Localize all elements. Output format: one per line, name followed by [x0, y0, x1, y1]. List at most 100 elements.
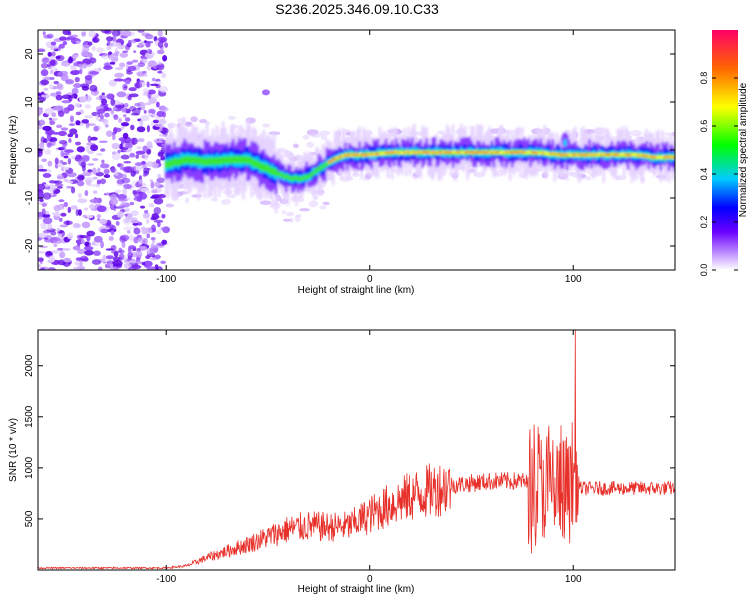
noise-speckle-blob — [109, 61, 116, 65]
noise-speckle-blob — [93, 235, 103, 243]
noise-speckle-blob — [149, 145, 153, 148]
ridge-segment — [274, 168, 278, 177]
ridge-segment — [539, 152, 542, 155]
ridge-segment — [431, 141, 435, 180]
ridge-segment — [284, 174, 288, 179]
noise-speckle-blob — [137, 30, 145, 33]
snr-axes-ticks: -100 0 100 500 1000 1500 2000 — [24, 330, 675, 585]
noise-speckle-blob — [45, 251, 53, 256]
noise-speckle-blob — [62, 40, 68, 46]
ridge-segment — [354, 154, 357, 156]
noise-speckle-blob — [190, 116, 198, 123]
noise-speckle-blob — [68, 123, 75, 127]
noise-speckle-blob — [40, 119, 45, 126]
ridge-segment — [443, 151, 447, 154]
noise-speckle-blob — [130, 124, 135, 131]
ridge-segment — [339, 155, 343, 158]
noise-speckle-blob — [124, 117, 131, 122]
noise-speckle-blob — [122, 166, 133, 173]
noise-speckle-blob — [60, 74, 69, 82]
ridge-segment — [236, 155, 239, 164]
noise-speckle-blob — [147, 60, 157, 68]
noise-speckle-blob — [141, 160, 146, 165]
noise-speckle-blob — [60, 212, 67, 217]
noise-speckle-blob — [150, 243, 155, 249]
ridge-segment — [533, 151, 536, 154]
noise-speckle-blob — [118, 117, 122, 124]
ridge-segment — [451, 124, 455, 163]
noise-speckle-blob — [42, 125, 52, 131]
ridge-segment — [439, 151, 443, 154]
noise-speckle-blob — [87, 135, 92, 143]
ridge-segment — [460, 151, 463, 154]
noise-speckle-blob — [63, 257, 71, 263]
ridge-segment — [445, 124, 449, 164]
noise-speckle-blob — [44, 239, 53, 243]
ridge-segment — [390, 151, 394, 153]
noise-speckle-blob — [345, 132, 352, 136]
noise-speckle-blob — [38, 257, 44, 262]
ridge-segment — [403, 151, 406, 154]
ridge-segment — [287, 174, 290, 180]
ridge-segment — [551, 139, 555, 161]
ridge-segment — [500, 151, 504, 154]
noise-speckle-blob — [56, 227, 60, 233]
ridge-segment — [563, 139, 567, 161]
noise-speckle-blob — [79, 95, 87, 103]
ridge-segment — [508, 151, 512, 154]
snr-frame — [37, 329, 676, 571]
ridge-segment — [514, 151, 518, 154]
ridge-segment — [569, 153, 573, 157]
noise-speckle-blob — [67, 57, 74, 64]
noise-speckle-blob — [54, 105, 64, 110]
ridge-segment — [506, 150, 510, 154]
noise-speckle-blob — [53, 204, 61, 212]
noise-speckle-blob — [38, 92, 42, 97]
ridge-segment — [659, 156, 663, 159]
noise-speckle-blob — [122, 132, 129, 139]
noise-speckle-blob — [38, 48, 46, 53]
ridge-segment — [618, 153, 622, 156]
noise-speckle-blob — [50, 41, 57, 46]
noise-speckle-blob — [142, 145, 148, 152]
ridge-segment — [567, 153, 571, 157]
ridge-segment — [604, 128, 608, 167]
noise-speckle-blob — [70, 34, 78, 38]
noise-speckle-blob — [118, 198, 128, 202]
noise-speckle-blob — [43, 227, 52, 231]
noise-speckle-blob — [262, 123, 271, 128]
ridge-segment — [374, 153, 378, 155]
ridge-segment — [168, 160, 172, 168]
noise-speckle-blob — [630, 129, 642, 137]
noise-speckle-blob — [159, 38, 166, 44]
noise-speckle-blob — [38, 183, 46, 191]
noise-speckle-blob — [150, 181, 155, 189]
noise-speckle-blob — [129, 259, 137, 264]
noise-speckle-blob — [145, 41, 151, 48]
noise-speckle-blob — [90, 144, 99, 152]
ridge-segment — [535, 152, 538, 154]
ridge-segment — [445, 151, 449, 154]
ridge-segment — [337, 156, 341, 159]
noise-speckle-blob — [164, 42, 169, 48]
ridge-segment — [476, 151, 479, 154]
ridge-segment — [307, 174, 310, 179]
snr-panel: -100 0 100 500 1000 1500 2000 Height of straig… — [8, 329, 676, 595]
ridge-segment — [622, 153, 626, 156]
ridge-segment — [435, 151, 439, 155]
noise-speckle-blob — [91, 259, 102, 265]
ridge-segment — [217, 157, 221, 166]
noise-speckle-blob — [72, 266, 83, 270]
ridge-segment — [580, 153, 583, 156]
noise-speckle-blob — [113, 42, 122, 48]
ridge-segment — [565, 154, 569, 156]
noise-speckle-blob — [42, 31, 46, 36]
noise-speckle-blob — [100, 30, 111, 34]
ridge-segment — [234, 155, 237, 164]
noise-speckle-blob — [114, 189, 122, 193]
noise-speckle-blob — [100, 228, 108, 233]
ridge-segment — [225, 156, 229, 164]
ridge-segment — [341, 154, 345, 158]
noise-speckle-blob — [157, 30, 163, 37]
y-tick-label: 2000 — [24, 354, 35, 377]
